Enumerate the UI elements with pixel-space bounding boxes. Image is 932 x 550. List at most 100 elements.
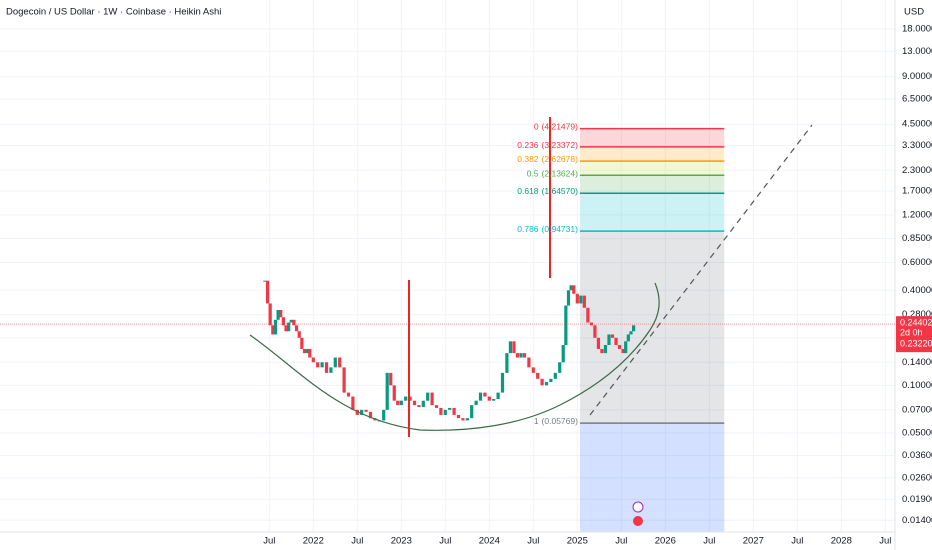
candle — [399, 400, 403, 406]
candle — [558, 362, 562, 373]
candle — [596, 337, 601, 349]
fib-band — [579, 146, 725, 162]
x-tick-label: Jul — [439, 536, 451, 547]
candle — [515, 353, 520, 358]
chart-title: Dogecoin / US Dollar · 1W · Coinbase · H… — [6, 7, 221, 18]
candle — [483, 392, 487, 397]
candle — [279, 309, 283, 318]
candle — [569, 285, 573, 291]
candle — [624, 341, 628, 354]
candle — [300, 337, 304, 349]
fib-band — [579, 128, 725, 147]
fib-ratio: 0 — [534, 122, 539, 132]
candle — [404, 396, 408, 401]
candle — [487, 396, 491, 401]
fib-ratio: 0.786 — [517, 224, 539, 234]
candle — [265, 280, 270, 304]
candle — [496, 392, 500, 399]
candle — [536, 372, 540, 379]
candle — [355, 409, 359, 415]
candle — [443, 409, 447, 415]
candle — [382, 409, 386, 421]
candle — [320, 362, 324, 368]
x-tick-label: 2028 — [831, 536, 852, 547]
fib-label: 0.382 (2.62678) — [517, 154, 578, 164]
trend-line — [589, 124, 813, 416]
y-tick-label: 0.01400 — [902, 515, 932, 526]
fib-price: (2.62678) — [542, 154, 579, 164]
x-tick-label: 2026 — [655, 536, 676, 547]
fib-ratio: 0.382 — [517, 154, 539, 164]
candle — [305, 348, 309, 354]
fib-ratio: 1 — [534, 416, 539, 426]
x-tick-label: 2023 — [391, 536, 412, 547]
x-tick-label: Jul — [263, 536, 275, 547]
candle — [575, 293, 579, 304]
candle — [607, 334, 611, 346]
candle — [614, 337, 618, 346]
candle — [600, 348, 604, 354]
candle — [316, 362, 320, 368]
x-tick-label: Jul — [615, 536, 627, 547]
y-tick-label: 13.00000 — [902, 46, 932, 57]
y-tick-label: 4.50000 — [902, 119, 932, 130]
candle — [531, 367, 535, 373]
candle — [308, 348, 312, 358]
fib-band — [579, 161, 725, 176]
candle — [452, 407, 456, 415]
x-tick-label: 2025 — [567, 536, 588, 547]
candle — [632, 325, 636, 332]
candle — [553, 372, 557, 379]
candle — [396, 400, 400, 406]
candle — [448, 407, 452, 410]
candle — [287, 322, 291, 332]
candle — [610, 334, 615, 338]
x-tick-label: Jul — [527, 536, 539, 547]
candle — [351, 396, 355, 410]
candle — [561, 345, 565, 363]
y-tick-label: 1.70000 — [902, 185, 932, 196]
last-price: 0.24402 — [900, 318, 932, 328]
x-tick-label: Jul — [703, 536, 715, 547]
y-tick-label: 2.30000 — [902, 165, 932, 176]
candle — [276, 309, 280, 320]
event-icon[interactable] — [633, 516, 643, 526]
fib-price: (1.64570) — [542, 186, 579, 196]
fib-ratio: 0.5 — [527, 169, 539, 179]
fib-label: 0.786 (0.94731) — [517, 224, 578, 234]
drawings: 0 (4.21479)0.236 (3.23372)0.382 (2.62678)0.… — [249, 117, 813, 526]
cup-curve — [249, 282, 660, 431]
candle — [329, 367, 333, 373]
candle — [333, 357, 337, 368]
candle — [621, 348, 625, 354]
countdown: 2d 0h — [900, 328, 923, 338]
prev-price: 0.23220 — [900, 339, 932, 349]
event-icon[interactable] — [632, 501, 644, 513]
fib-label: 0.5 (2.13624) — [527, 169, 578, 179]
candle — [346, 392, 351, 397]
candle — [582, 295, 586, 308]
candle — [389, 372, 393, 386]
candle — [540, 378, 544, 386]
x-tick-label: 2024 — [479, 536, 500, 547]
fib-price: (0.05769) — [542, 416, 579, 426]
candle — [478, 392, 483, 401]
candle — [505, 353, 509, 373]
candle — [434, 405, 439, 408]
candle — [289, 319, 293, 323]
x-tick-label: Jul — [791, 536, 803, 547]
candle — [465, 418, 469, 421]
candle — [392, 385, 396, 401]
candle — [549, 378, 553, 383]
candle — [324, 362, 329, 373]
